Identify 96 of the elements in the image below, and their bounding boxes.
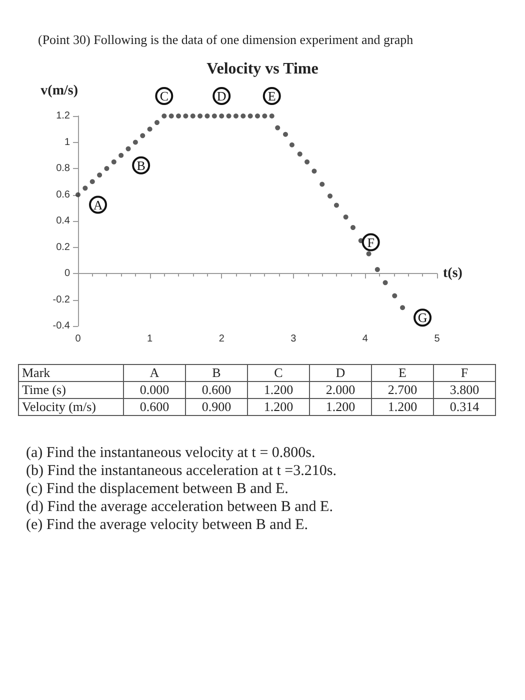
y-tick-label: 0.4 xyxy=(56,216,70,226)
annotation: E xyxy=(268,88,276,104)
point xyxy=(147,126,152,132)
point xyxy=(154,120,160,126)
point xyxy=(382,280,388,286)
text: Mark xyxy=(18,364,124,382)
point xyxy=(248,114,253,118)
point xyxy=(233,114,238,118)
point xyxy=(226,114,232,118)
text: F xyxy=(434,364,496,382)
text: A xyxy=(124,364,186,382)
point xyxy=(392,293,398,298)
point xyxy=(140,133,146,138)
x-tick-label: 2 xyxy=(218,334,225,344)
point xyxy=(126,146,131,152)
y-tick-label: 0.8 xyxy=(56,163,70,174)
point xyxy=(82,186,88,191)
point xyxy=(328,194,333,199)
text: 0.900 xyxy=(186,398,248,416)
point xyxy=(90,179,95,184)
annotation: D xyxy=(216,88,226,104)
y-tick-label: -0.2 xyxy=(52,294,70,306)
point xyxy=(204,114,210,118)
chart-title: Velocity vs Time xyxy=(206,60,318,78)
point xyxy=(312,168,317,174)
text: (d) Find the average acceleration between B and E. xyxy=(26,498,334,516)
point xyxy=(190,114,196,118)
point xyxy=(334,202,339,208)
point xyxy=(118,152,124,158)
point xyxy=(219,114,224,118)
point xyxy=(400,305,406,310)
text: 1.200 xyxy=(372,398,434,416)
annotation: B xyxy=(136,158,146,173)
point xyxy=(162,114,167,118)
point xyxy=(240,114,246,118)
point xyxy=(374,267,380,272)
x-tick-label: 5 xyxy=(434,334,440,344)
y-tick-label: 0 xyxy=(64,268,70,279)
annotation: C xyxy=(160,88,168,104)
x-tick-label: 1 xyxy=(147,334,154,344)
x-tick-label: 0 xyxy=(75,334,82,344)
point xyxy=(262,114,268,118)
text: D xyxy=(310,364,372,382)
point xyxy=(320,182,325,187)
y-tick-label: 1.2 xyxy=(56,110,70,122)
x-tick-label: 3 xyxy=(290,334,297,344)
point xyxy=(183,114,188,118)
point xyxy=(350,225,356,230)
point xyxy=(343,214,348,220)
point xyxy=(176,114,182,118)
annotation: F xyxy=(367,234,374,250)
text: Velocity (m/s) xyxy=(18,398,124,416)
text: E xyxy=(372,364,434,382)
y-tick-label: 0.6 xyxy=(56,189,70,200)
text: 1.200 xyxy=(310,398,372,416)
point xyxy=(366,251,372,256)
text: C xyxy=(248,364,310,382)
point xyxy=(97,172,102,178)
point xyxy=(104,166,110,171)
x-axis-title: t(s) xyxy=(443,266,463,281)
point xyxy=(168,114,174,118)
text: 2.700 xyxy=(372,382,434,398)
text: 1.200 xyxy=(248,398,310,416)
point xyxy=(76,192,80,198)
y-tick-label: 0.2 xyxy=(56,242,70,253)
point xyxy=(212,114,217,118)
x-tick-label: 4 xyxy=(362,334,368,344)
text: (a) Find the instantaneous velocity at t = 0.800s. xyxy=(26,444,316,462)
text: (e) Find the average velocity between B and E. xyxy=(26,516,309,534)
annotation: A xyxy=(93,197,104,212)
y-axis-title: v(m/s) xyxy=(40,84,78,98)
text: (Point 30) Following is the data of one dimension experiment and graph xyxy=(37,31,414,49)
y-tick-label: 1 xyxy=(64,136,70,148)
point xyxy=(198,114,203,118)
point xyxy=(269,114,274,118)
text: (c) Find the displacement between B and E. xyxy=(26,480,290,498)
point xyxy=(297,152,302,157)
annotation: G xyxy=(418,310,428,326)
point xyxy=(255,114,260,118)
text: (b) Find the instantaneous acceleration at t =3.210s. xyxy=(26,462,338,480)
point xyxy=(275,125,280,130)
text: 2.000 xyxy=(310,382,372,398)
point xyxy=(111,159,116,164)
text: Time (s) xyxy=(18,382,124,398)
text: 0.314 xyxy=(434,398,496,416)
text: 3.800 xyxy=(434,382,496,398)
text: 0.000 xyxy=(124,382,186,398)
point xyxy=(283,132,288,137)
text: 0.600 xyxy=(124,398,186,416)
point xyxy=(304,159,310,164)
text: B xyxy=(186,364,248,382)
text: 1.200 xyxy=(248,382,310,398)
point xyxy=(132,140,138,145)
text: 0.600 xyxy=(186,382,248,398)
y-tick-label: -0.4 xyxy=(52,320,70,332)
point xyxy=(289,142,294,148)
